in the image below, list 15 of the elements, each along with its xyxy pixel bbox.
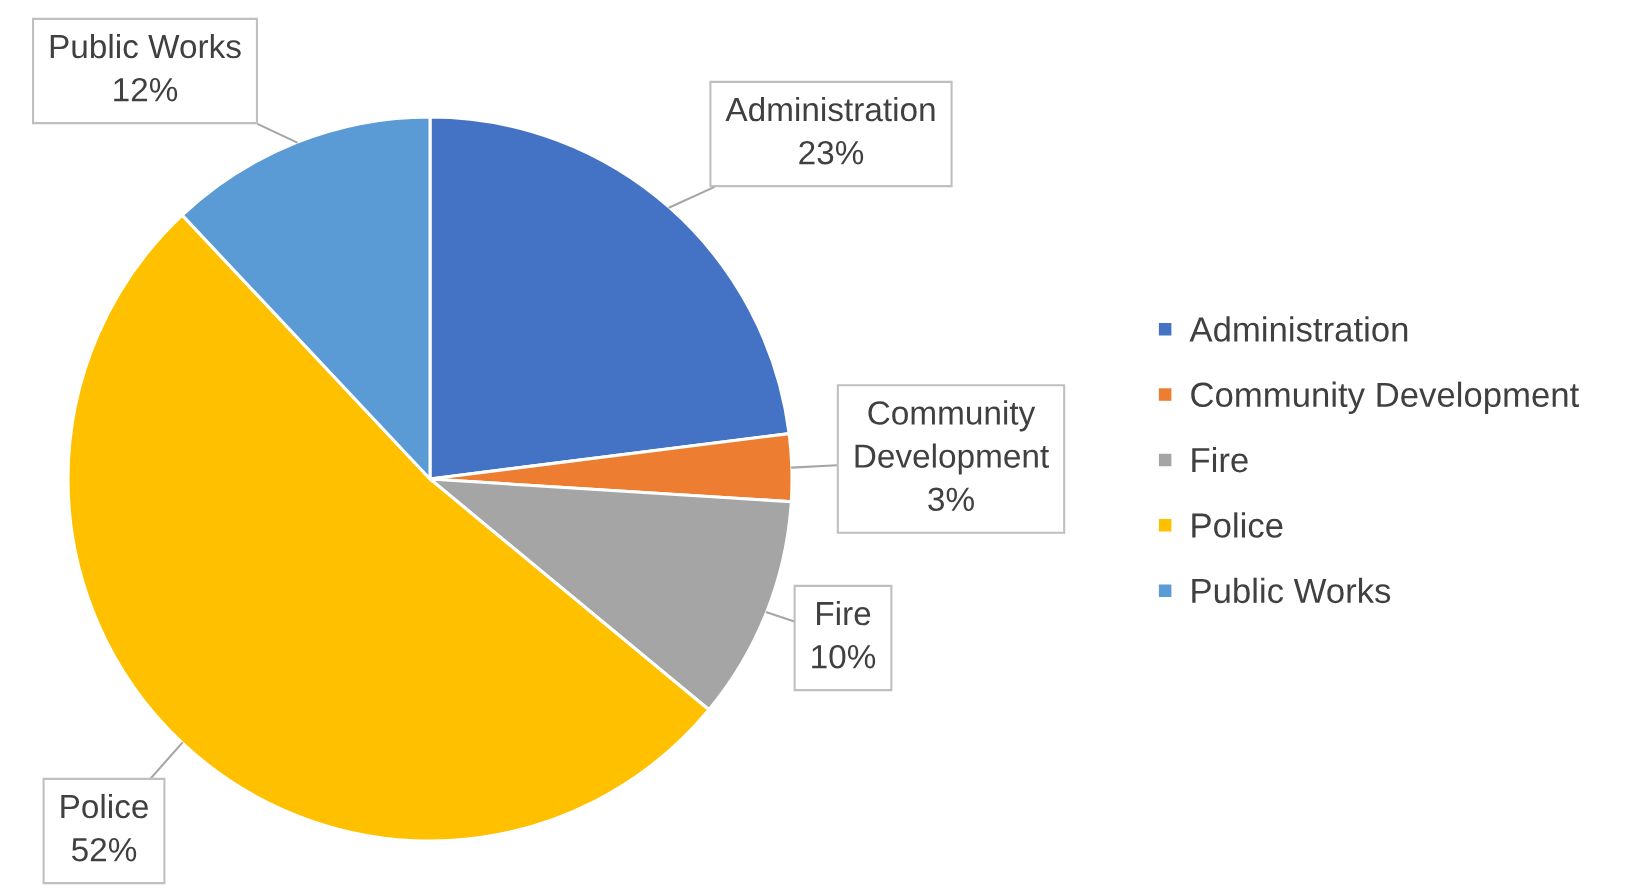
slice-label: Administration bbox=[725, 96, 935, 122]
legend-label: Community Development bbox=[1191, 381, 1579, 414]
data-label: 3% bbox=[928, 487, 974, 512]
slice-label: Fire bbox=[817, 600, 871, 626]
legend-label: Administration bbox=[1189, 316, 1408, 342]
legend-label: Public Works bbox=[1192, 577, 1391, 604]
data-label: 52% bbox=[71, 837, 137, 862]
data-label: 12% bbox=[114, 77, 178, 102]
slice-label: Public Works bbox=[50, 33, 241, 59]
slice-label: Police bbox=[61, 793, 148, 819]
legend-label: Fire bbox=[1192, 446, 1248, 473]
data-label: 23% bbox=[799, 140, 864, 165]
data-label: 10% bbox=[812, 644, 876, 669]
legend-label: Police bbox=[1192, 512, 1283, 538]
slice-label: Community Development bbox=[855, 400, 1049, 475]
